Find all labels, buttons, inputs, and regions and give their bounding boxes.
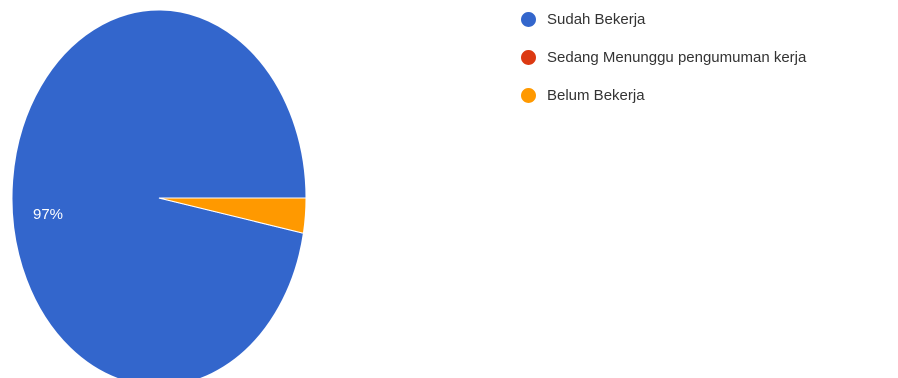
legend-label-sedang-menunggu: Sedang Menunggu pengumuman kerja (547, 49, 807, 66)
legend-item-sudah-bekerja[interactable]: Sudah Bekerja (521, 10, 806, 29)
legend-swatch-sedang-menunggu (521, 50, 536, 65)
pie-slice-belum-bekerja[interactable] (158, 197, 307, 234)
legend-swatch-sudah-bekerja (521, 12, 536, 27)
legend-label-belum-bekerja: Belum Bekerja (547, 87, 645, 104)
data-label-sudah-bekerja: 97% (33, 206, 63, 223)
pie-slice-sudah-bekerja[interactable] (11, 9, 307, 378)
legend-item-belum-bekerja[interactable]: Belum Bekerja (521, 86, 806, 105)
legend-swatch-belum-bekerja (521, 88, 536, 103)
legend-item-sedang-menunggu[interactable]: Sedang Menunggu pengumuman kerja (521, 48, 806, 67)
legend-label-sudah-bekerja: Sudah Bekerja (547, 11, 646, 28)
chart-legend: Sudah Bekerja Sedang Menunggu pengumuman… (521, 10, 806, 124)
